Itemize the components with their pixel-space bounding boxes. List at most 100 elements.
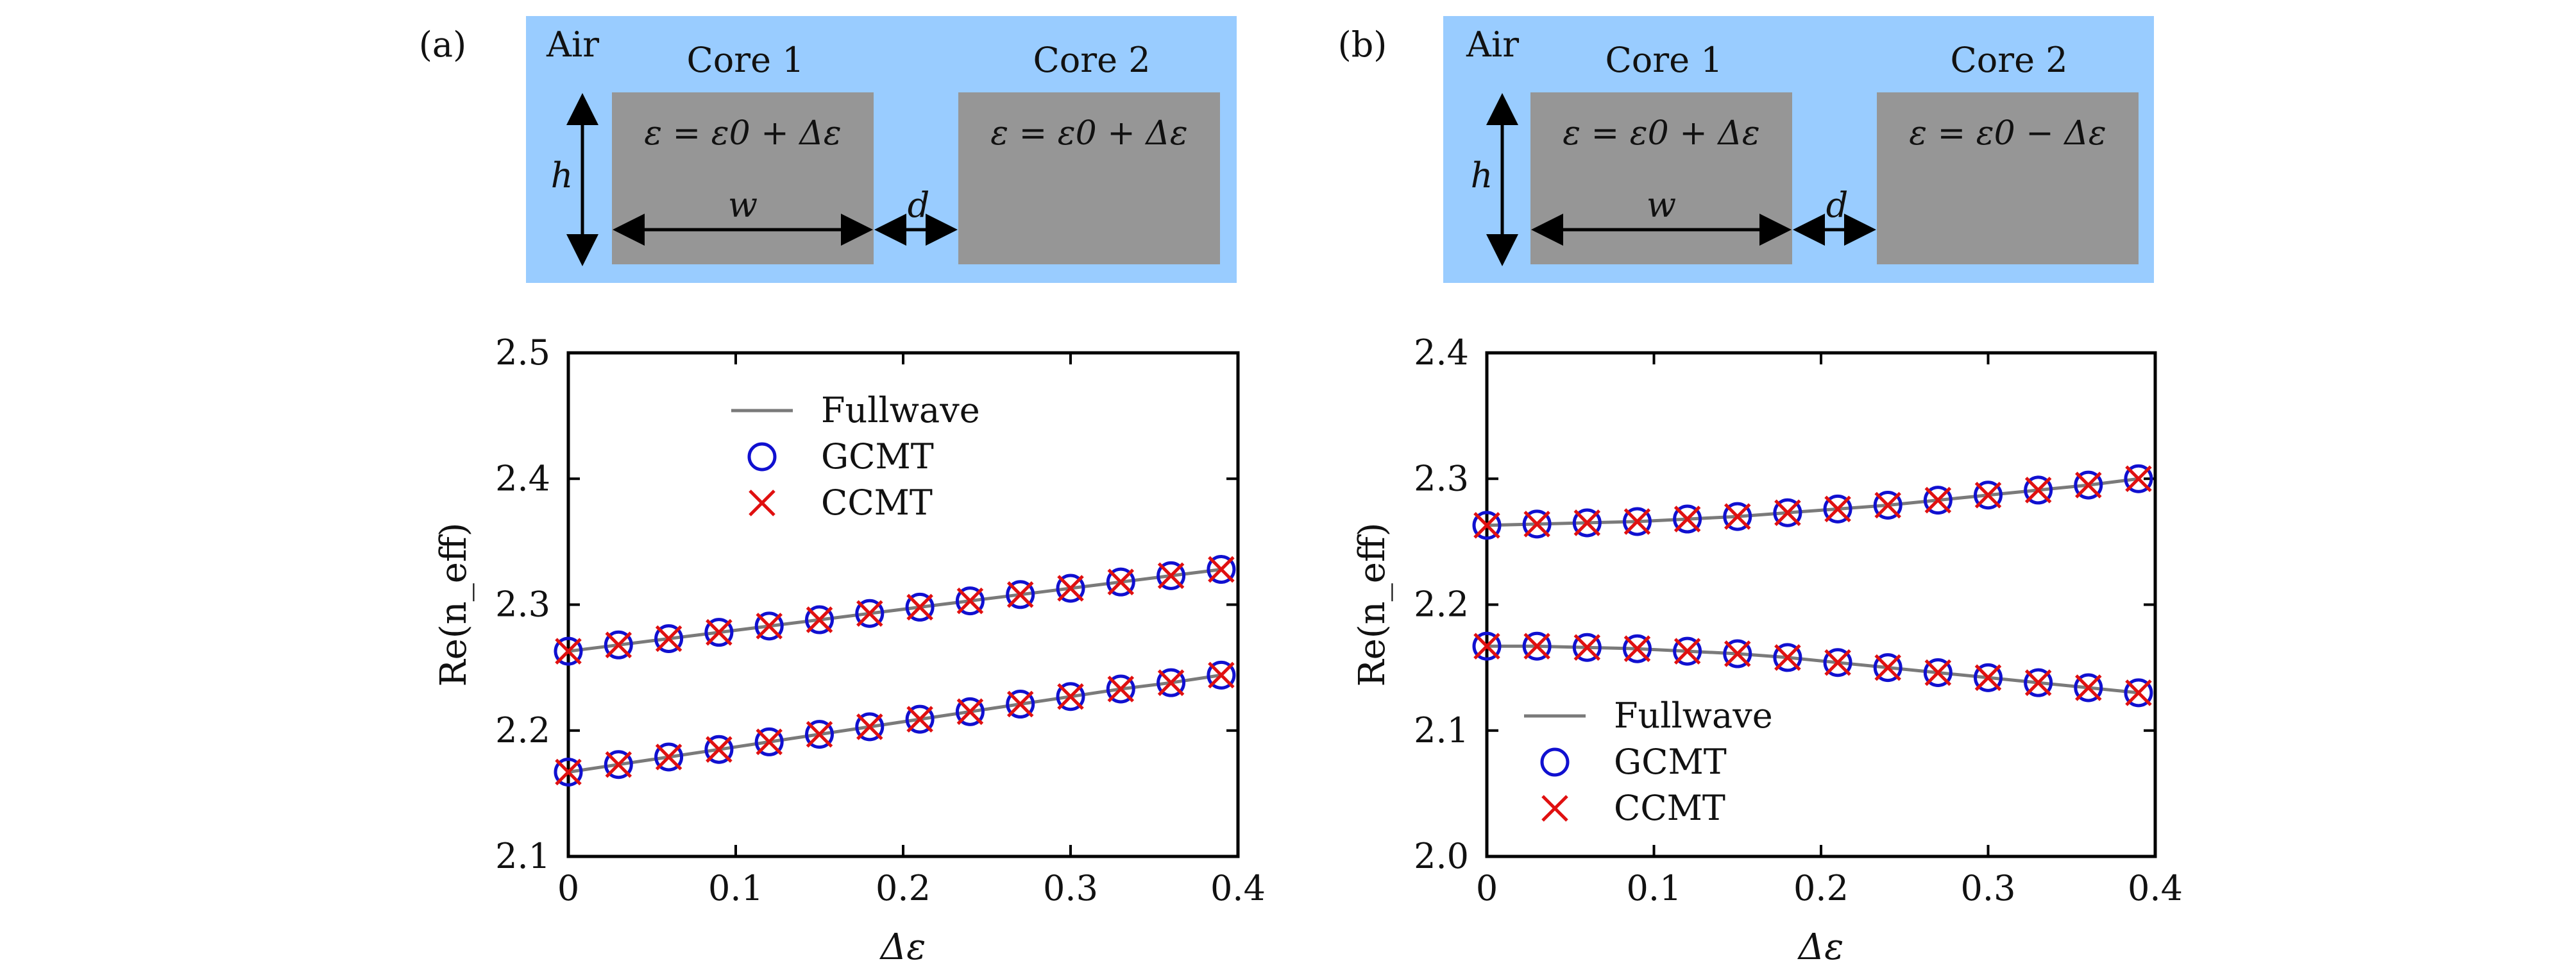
gcmt-point — [1472, 511, 1502, 540]
d-label-b: d — [1826, 185, 1849, 225]
gcmt-point — [1572, 508, 1602, 538]
x-tick-label: 0.3 — [1043, 868, 1098, 908]
gcmt-point — [1106, 567, 1135, 597]
core2-title-a: Core 2 — [1033, 40, 1150, 80]
h-label-b: h — [1471, 155, 1493, 196]
ccmt-point — [906, 706, 933, 733]
ccmt-point — [1874, 491, 1901, 519]
core1-title-b: Core 1 — [1605, 40, 1722, 80]
ccmt-point — [1157, 562, 1185, 590]
ccmt-point — [806, 606, 833, 633]
gcmt-point — [654, 624, 684, 653]
ccmt-point — [706, 736, 733, 763]
gcmt-point — [1723, 639, 1752, 668]
gcmt-point — [1006, 690, 1035, 719]
x-tick-label: 0.3 — [1961, 868, 2016, 908]
ccmt-point — [856, 600, 883, 627]
ccmt-point — [756, 728, 783, 756]
gcmt-point — [1056, 574, 1085, 603]
ccmt-point — [1974, 664, 2002, 692]
gcmt-point — [1472, 631, 1502, 661]
ccmt-point — [2024, 477, 2052, 504]
fullwave-line-lower — [568, 673, 1222, 774]
ccmt-point — [1208, 556, 1235, 583]
core2-title-b: Core 2 — [1950, 40, 2067, 80]
ccmt-point — [1924, 486, 1952, 514]
legend-ccmt-swatch — [1541, 795, 1568, 822]
ccmt-point — [1824, 495, 1851, 523]
ccmt-point — [1974, 481, 2002, 509]
ccmt-point — [956, 698, 984, 726]
gcmt-point — [604, 630, 633, 659]
ccmt-point — [1674, 506, 1701, 532]
gcmt-point — [2124, 464, 2153, 493]
ccmt-point — [605, 631, 632, 659]
diagram-a: (a) Air Core 1 Core 2 ε = ε0 + Δε ε = ε0… — [419, 16, 1237, 283]
gcmt-point — [1923, 658, 1953, 687]
panel-label-a: (a) — [419, 24, 466, 65]
chart-a: 0 0.1 0.2 0.3 0.4 2.1 2.2 2.3 2.4 2.5 Δε Re(n_eff) F… — [433, 332, 1266, 968]
ccmt-point — [906, 593, 933, 621]
plot-frame — [1485, 351, 2157, 858]
gcmt-point — [1974, 481, 2003, 510]
ccmt-point — [1573, 634, 1601, 661]
ccmt-point — [1006, 581, 1034, 608]
gcmt-point — [1622, 634, 1652, 663]
h-label-a: h — [551, 155, 573, 196]
gcmt-point — [955, 586, 985, 616]
ccmt-point — [1774, 644, 1801, 671]
gcmt-point — [1773, 498, 1802, 527]
gcmt-point — [955, 697, 985, 726]
ccmt-point — [1523, 511, 1550, 538]
legend-label-fullwave: Fullwave — [821, 390, 980, 430]
x-tick-label: 0 — [1476, 868, 1498, 908]
core2-equation-b: ε = ε0 − Δε — [1909, 114, 2106, 153]
gcmt-point — [1873, 490, 1902, 520]
core1-title-a: Core 1 — [686, 40, 804, 80]
gcmt-point — [1823, 494, 1852, 523]
ccmt-point — [2075, 674, 2102, 701]
gcmt-point — [2074, 470, 2103, 500]
ccmt-point — [1674, 638, 1701, 665]
d-label-a: d — [908, 185, 930, 225]
ccmt-point — [1724, 640, 1751, 667]
gcmt-point — [1923, 486, 1953, 515]
gcmt-point — [805, 720, 834, 749]
ccmt-point — [655, 625, 682, 652]
y-axis-label: Re(n_eff) — [433, 523, 475, 687]
ccmt-point — [1057, 683, 1084, 710]
ccmt-point — [1107, 568, 1135, 595]
gcmt-point — [855, 599, 885, 628]
core2-equation-a: ε = ε0 + Δε — [990, 114, 1188, 153]
ccmt-point — [1473, 633, 1500, 660]
gcmt-point — [704, 618, 734, 647]
y-tick-label: 2.4 — [495, 458, 550, 498]
ccmt-point — [605, 751, 632, 778]
y-axis-label: Re(n_eff) — [1352, 523, 1393, 687]
air-label-a: Air — [546, 24, 599, 65]
gcmt-point — [1157, 561, 1186, 590]
gcmt-point — [1106, 674, 1135, 704]
ccmt-point — [1573, 509, 1601, 536]
ccmt-point — [1774, 499, 1801, 527]
ccmt-point — [1006, 690, 1034, 718]
gcmt-point — [1207, 660, 1236, 690]
gcmt-point — [754, 727, 784, 756]
gcmt-point — [1157, 668, 1186, 697]
gcmt-point — [1974, 663, 2003, 692]
ccmt-point — [555, 638, 582, 665]
legend-ccmt-swatch — [749, 489, 775, 516]
gcmt-point — [754, 611, 784, 641]
ccmt-point — [806, 720, 833, 748]
x-tick-label: 0.4 — [2128, 868, 2183, 908]
x-tick-label: 0 — [557, 868, 579, 908]
y-tick-label: 2.1 — [1414, 710, 1469, 751]
ccmt-point — [1924, 659, 1952, 686]
y-tick-label: 2.4 — [1414, 332, 1469, 373]
ccmt-point — [655, 744, 682, 770]
ccmt-point — [1157, 669, 1185, 696]
x-axis-label: Δε — [1797, 926, 1844, 968]
gcmt-point — [855, 712, 885, 742]
gcmt-point — [1522, 509, 1552, 539]
